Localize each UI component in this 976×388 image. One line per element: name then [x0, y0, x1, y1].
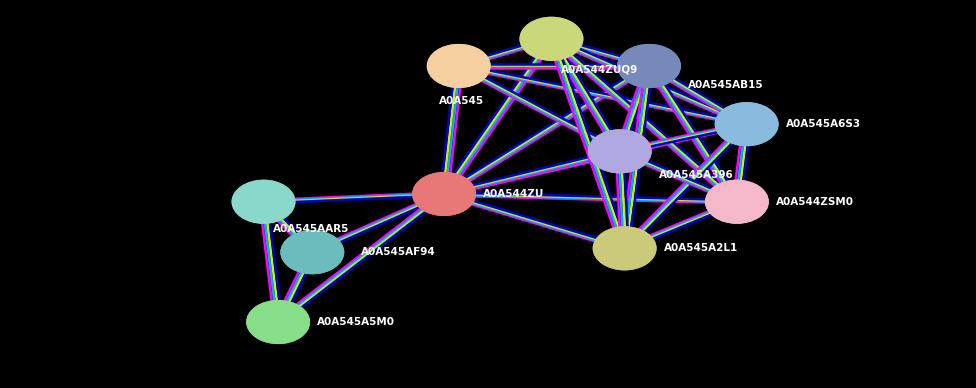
- Text: A0A544ZU: A0A544ZU: [483, 189, 545, 199]
- Ellipse shape: [247, 301, 309, 343]
- Ellipse shape: [618, 45, 680, 87]
- Ellipse shape: [593, 227, 656, 270]
- Ellipse shape: [520, 17, 583, 60]
- Text: A0A545A396: A0A545A396: [659, 170, 734, 180]
- Text: A0A545A5M0: A0A545A5M0: [317, 317, 395, 327]
- Text: A0A545A6S3: A0A545A6S3: [786, 119, 861, 129]
- Ellipse shape: [706, 180, 768, 223]
- Text: A0A545: A0A545: [439, 96, 484, 106]
- Text: A0A545AAR5: A0A545AAR5: [273, 224, 349, 234]
- Ellipse shape: [281, 231, 344, 274]
- Ellipse shape: [715, 103, 778, 146]
- Ellipse shape: [413, 173, 475, 215]
- Text: A0A545A2L1: A0A545A2L1: [664, 243, 738, 253]
- Ellipse shape: [232, 180, 295, 223]
- Text: A0A545AB15: A0A545AB15: [688, 80, 763, 90]
- Ellipse shape: [427, 45, 490, 87]
- Text: A0A544ZUQ9: A0A544ZUQ9: [561, 65, 638, 75]
- Text: A0A544ZSM0: A0A544ZSM0: [776, 197, 854, 207]
- Text: A0A545AF94: A0A545AF94: [361, 247, 436, 257]
- Ellipse shape: [589, 130, 651, 173]
